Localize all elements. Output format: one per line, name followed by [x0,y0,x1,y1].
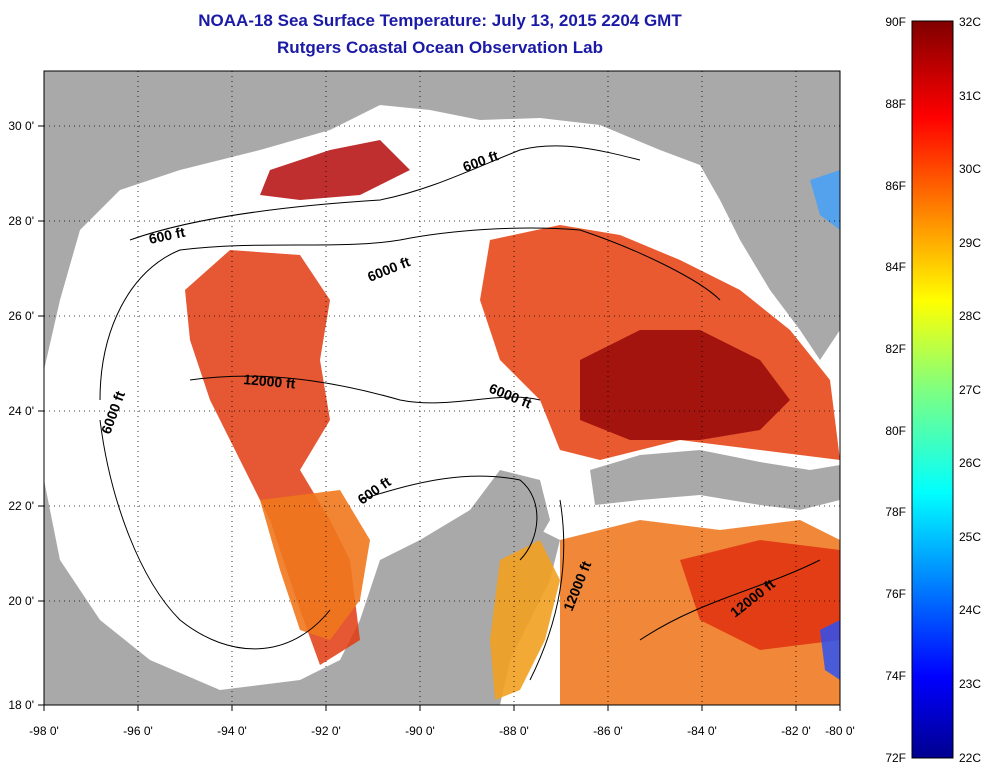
map-title: NOAA-18 Sea Surface Temperature: July 13… [198,11,682,30]
map-subtitle: Rutgers Coastal Ocean Observation Lab [277,38,603,57]
map-frame [43,70,841,706]
colorbar-f-label: 72F [885,751,906,765]
lat-tick-label: 20 0' [8,594,34,608]
cuba-land [590,450,840,510]
contour-12000ft-yucatan [529,499,565,681]
sst-northern-shelf [260,140,410,200]
colorbar-c-label: 26C [959,456,981,470]
colorbar-f-label: 88F [885,97,906,111]
lon-tick-label: -98 0' [29,724,59,738]
lon-tick-label: -94 0' [217,724,247,738]
colorbar [911,20,954,759]
contour-label: 12000 ft [243,371,297,392]
colorbar-f-label: 86F [885,179,906,193]
colorbar-c-label: 31C [959,89,981,103]
sst-cool-coast-2 [820,620,840,680]
colorbar-c-label: 30C [959,162,981,176]
lon-tick-label: -90 0' [405,724,435,738]
lon-tick-label: -80 0' [825,724,855,738]
lon-tick-label: -84 0' [687,724,717,738]
colorbar-f-label: 80F [885,424,906,438]
colorbar-c-label: 22C [959,751,981,765]
colorbar-c-label: 23C [959,677,981,691]
lat-tick-label: 30 0' [8,119,34,133]
colorbar-c-label: 28C [959,309,981,323]
colorbar-f-label: 78F [885,505,906,519]
sst-bay-campeche [260,490,370,640]
lon-tick-label: -88 0' [499,724,529,738]
lon-tick-label: -82 0' [781,724,811,738]
bathymetry-contours [99,145,821,681]
sst-caribbean-hot [680,540,840,650]
colorbar-f-label: 90F [885,15,906,29]
contour-label: 600 ft [147,224,186,247]
contour-6000ft-south [99,419,331,650]
contour-12000ft [189,375,541,404]
contour-600ft-yucatan [359,475,538,561]
contour-600ft [129,145,641,241]
colorbar-f-label: 74F [885,669,906,683]
map-panel: 600 ft 600 ft 6000 ft 12000 ft 6000 ft 6… [44,71,840,705]
florida-land [720,71,840,310]
lat-tick-label: 28 0' [8,214,34,228]
lat-tick-label: 18 0' [8,698,34,712]
contour-6000ft [99,227,721,401]
lon-tick-label: -96 0' [123,724,153,738]
sst-cool-coast [810,170,840,230]
colorbar-c-label: 24C [959,603,981,617]
colorbar-f-label: 76F [885,587,906,601]
sst-yucatan-warm [490,540,560,700]
lat-tick-label: 22 0' [8,499,34,513]
colorbar-c-label: 25C [959,530,981,544]
lat-lon-grid [44,71,840,705]
colorbar-f-label: 82F [885,342,906,356]
lat-tick-label: 24 0' [8,404,34,418]
lon-tick-label: -92 0' [311,724,341,738]
colorbar-c-label: 27C [959,383,981,397]
sst-loop-current [580,330,790,440]
lon-tick-label: -86 0' [593,724,623,738]
contour-12000ft-caribbean [639,559,821,641]
frame-ticks [38,125,841,711]
colorbar-f-label: 84F [885,260,906,274]
lat-tick-label: 26 0' [8,309,34,323]
colorbar-c-label: 29C [959,236,981,250]
colorbar-c-label: 32C [959,15,981,29]
